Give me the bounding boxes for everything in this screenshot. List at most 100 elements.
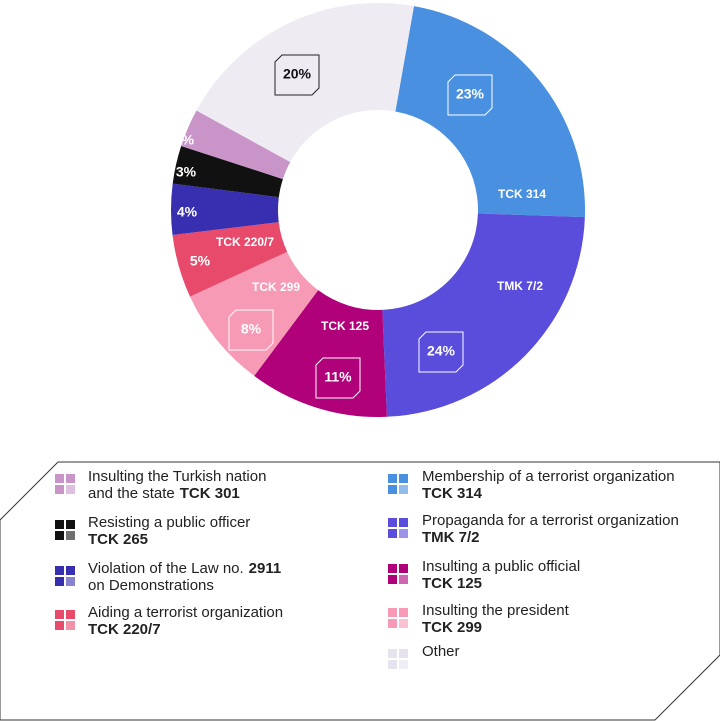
legend-label: Other bbox=[422, 643, 460, 660]
segment-label: TCK 299 bbox=[252, 280, 300, 294]
legend-swatch bbox=[388, 660, 397, 669]
legend-text: Insulting a public official bbox=[422, 558, 580, 575]
legend-label: Aiding a terrorist organization bbox=[88, 604, 283, 621]
donut-segment bbox=[170, 183, 279, 235]
legend-text: on Demonstrations bbox=[88, 577, 214, 594]
value-label: 23% bbox=[456, 86, 485, 102]
legend-swatch bbox=[55, 621, 64, 630]
legend-swatch bbox=[399, 485, 408, 494]
legend-frame bbox=[0, 461, 720, 721]
label-badge bbox=[228, 309, 274, 351]
legend-swatch bbox=[66, 485, 75, 494]
legend-swatch bbox=[388, 564, 397, 573]
value-label: 20% bbox=[283, 66, 312, 82]
legend-label: TCK 125 bbox=[422, 575, 482, 592]
legend-swatch bbox=[55, 531, 64, 540]
donut-segment bbox=[181, 110, 291, 180]
legend-label: TCK 299 bbox=[422, 619, 482, 636]
legend-swatch bbox=[55, 566, 64, 575]
legend-label: Violation of the Law no. 2911 bbox=[88, 560, 281, 577]
legend-swatch bbox=[388, 619, 397, 628]
legend-label: Insulting the president bbox=[422, 602, 570, 619]
legend-swatch bbox=[66, 531, 75, 540]
legend-text: TCK 220/7 bbox=[88, 621, 161, 638]
legend-swatch bbox=[66, 577, 75, 586]
legend-text: Insulting the Turkish nation bbox=[88, 468, 266, 485]
value-label: 24% bbox=[427, 343, 456, 359]
segment-label: TMK 7/2 bbox=[497, 279, 543, 293]
value-label: 3% bbox=[174, 132, 195, 148]
legend-label: TCK 314 bbox=[422, 485, 483, 502]
donut-segment bbox=[395, 6, 585, 218]
legend-swatch bbox=[55, 520, 64, 529]
donut-segment bbox=[196, 2, 414, 162]
legend-swatch bbox=[66, 566, 75, 575]
legend-swatch bbox=[388, 474, 397, 483]
legend-text: Resisting a public officer bbox=[88, 514, 250, 531]
legend-label: Membership of a terrorist organization bbox=[422, 468, 675, 485]
legend-text: Aiding a terrorist organization bbox=[88, 604, 283, 621]
legend-text: TCK 125 bbox=[422, 575, 482, 592]
legend-text: TCK 265 bbox=[88, 531, 148, 548]
legend-swatch bbox=[66, 520, 75, 529]
legend-swatch bbox=[55, 474, 64, 483]
segment-label: TCK 125 bbox=[321, 319, 369, 333]
legend-swatch bbox=[399, 575, 408, 584]
label-badge bbox=[447, 74, 493, 116]
label-badge bbox=[315, 357, 361, 399]
label-badge bbox=[418, 331, 464, 373]
donut-segment bbox=[190, 251, 319, 376]
legend-text: TCK 299 bbox=[422, 619, 482, 636]
legend-swatch bbox=[66, 474, 75, 483]
label-badge bbox=[274, 54, 320, 96]
legend-text: TCK 314 bbox=[422, 485, 483, 502]
legend-label: and the state TCK 301 bbox=[88, 485, 240, 502]
legend-swatch bbox=[399, 474, 408, 483]
legend-text: and the state bbox=[88, 485, 175, 502]
segment-label: TCK 314 bbox=[498, 187, 546, 201]
donut-segment bbox=[172, 222, 288, 297]
legend-text: TMK 7/2 bbox=[422, 529, 480, 546]
value-label: 8% bbox=[241, 321, 262, 337]
donut-segment bbox=[254, 290, 387, 417]
legend-swatch bbox=[399, 649, 408, 658]
value-label: 4% bbox=[177, 204, 198, 220]
legend-text: Violation of the Law no. bbox=[88, 560, 244, 577]
legend-swatch bbox=[399, 619, 408, 628]
value-label: 5% bbox=[190, 253, 211, 269]
legend-label: on Demonstrations bbox=[88, 577, 214, 594]
legend-swatch bbox=[388, 608, 397, 617]
legend-swatch bbox=[388, 575, 397, 584]
legend-text: 2911 bbox=[249, 560, 282, 577]
legend-swatch bbox=[55, 485, 64, 494]
legend-text: Insulting the president bbox=[422, 602, 570, 619]
segment-label: TCK 220/7 bbox=[216, 235, 274, 249]
donut-segment bbox=[172, 145, 283, 198]
legend-text: TCK 301 bbox=[180, 485, 240, 502]
legend-label: Resisting a public officer bbox=[88, 514, 250, 531]
legend-label: TCK 265 bbox=[88, 531, 148, 548]
legend-swatch bbox=[399, 518, 408, 527]
legend-swatch bbox=[388, 485, 397, 494]
legend-swatch bbox=[388, 529, 397, 538]
legend-swatch bbox=[55, 610, 64, 619]
legend-swatch bbox=[399, 564, 408, 573]
legend-swatch bbox=[388, 649, 397, 658]
legend-swatch bbox=[66, 610, 75, 619]
legend-label: Propaganda for a terrorist organization bbox=[422, 512, 679, 529]
legend-swatch bbox=[55, 577, 64, 586]
legend-text: Membership of a terrorist organization bbox=[422, 468, 675, 485]
legend-swatch bbox=[388, 518, 397, 527]
legend-text: Other bbox=[422, 643, 460, 660]
legend-swatch bbox=[399, 529, 408, 538]
legend-label: Insulting a public official bbox=[422, 558, 580, 575]
value-label: 11% bbox=[324, 369, 352, 385]
legend-swatch bbox=[399, 608, 408, 617]
legend-label: TCK 220/7 bbox=[88, 621, 161, 638]
legend-text: Propaganda for a terrorist organization bbox=[422, 512, 679, 529]
value-label: 3% bbox=[176, 164, 197, 180]
legend-swatch bbox=[399, 660, 408, 669]
legend-label: TMK 7/2 bbox=[422, 529, 480, 546]
legend-label: Insulting the Turkish nation bbox=[88, 468, 266, 485]
